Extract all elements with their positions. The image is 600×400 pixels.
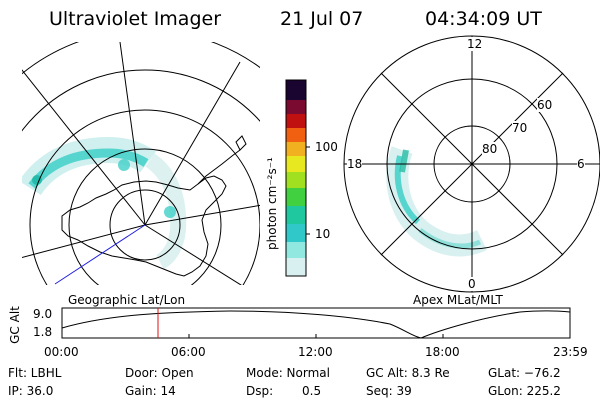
right-map-label: Apex MLat/MLT — [413, 293, 503, 307]
left-aurora — [22, 136, 187, 270]
mode-label: Mode: Normal — [246, 366, 330, 380]
altitude-xtick-0000: 00:00 — [44, 345, 79, 359]
mlt-label-0: 0 — [468, 277, 476, 291]
mlat-label-60: 60 — [537, 98, 553, 112]
right-aurora — [386, 146, 487, 257]
colorbar-tick-10: 10 — [315, 227, 331, 241]
geographic-map — [22, 42, 260, 285]
gain-label: Gain: 14 — [125, 384, 176, 398]
gc-alt-label: GC Alt: 8.3 Re — [366, 366, 450, 380]
altitude-xtick-2359: 23:59 — [553, 345, 588, 359]
glat-label: GLat: −76.2 — [488, 366, 561, 380]
ip-label: IP: 36.0 — [8, 384, 54, 398]
mlat-label-70: 70 — [512, 121, 528, 135]
mlt-label-18: 18 — [347, 157, 363, 171]
colorbar-unit-label: photon cm⁻²s⁻¹ — [265, 157, 279, 250]
mlt-label-6: 6 — [577, 157, 585, 171]
mlt-label-12: 12 — [466, 37, 484, 51]
altitude-ylabel: GC Alt — [8, 306, 22, 344]
altitude-xtick-1200: 12:00 — [298, 345, 333, 359]
seq-label: Seq: 39 — [366, 384, 412, 398]
dsp-value: 0.5 — [302, 384, 322, 398]
date-label: 21 Jul 07 — [280, 8, 364, 30]
altitude-plot — [61, 307, 571, 339]
mlat-label-80: 80 — [482, 142, 498, 156]
altitude-xtick-1800: 18:00 — [425, 345, 460, 359]
colorbar-tick-100: 100 — [315, 140, 338, 154]
door-label: Door: Open — [125, 366, 194, 380]
altitude-ytick-9: 9.0 — [33, 307, 53, 321]
altitude-xtick-0600: 06:00 — [171, 345, 206, 359]
dsp-label: Dsp: — [246, 384, 274, 398]
filter-label: Flt: LBHL — [8, 366, 62, 380]
colorbar — [285, 79, 310, 277]
altitude-ytick-1-8: 1.8 — [33, 325, 53, 339]
glon-label: GLon: 225.2 — [488, 384, 561, 398]
instrument-title: Ultraviolet Imager — [49, 8, 222, 30]
apex-polar-map — [343, 35, 600, 293]
time-label: 04:34:09 UT — [425, 8, 542, 30]
left-map-label: Geographic Lat/Lon — [68, 293, 186, 307]
